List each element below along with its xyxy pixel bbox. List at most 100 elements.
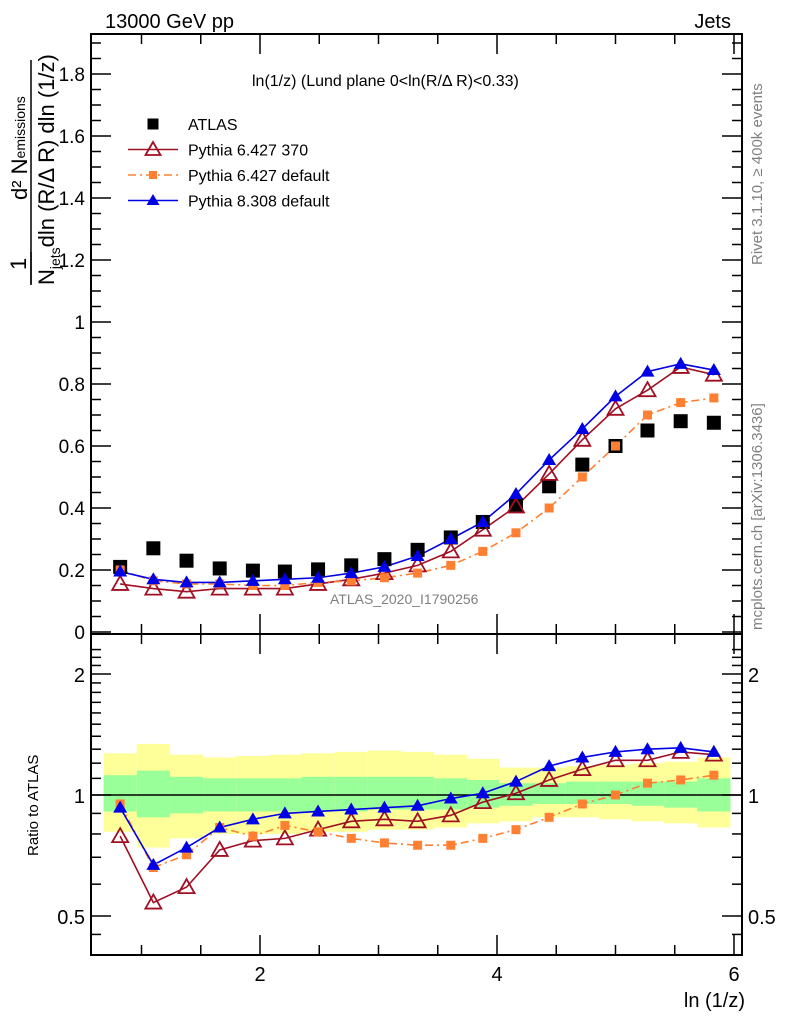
main-title: ln(1/z) (Lund plane 0<ln(R/Δ R)<0.33) [252, 73, 519, 90]
main-point-pythia-6-427-370 [473, 519, 493, 537]
ratio-point-pythia-8-308-default [245, 812, 260, 825]
main-point-atlas [277, 564, 292, 579]
main-point-atlas [575, 457, 590, 472]
ratio-point-pythia-8-308-default [212, 820, 227, 833]
ratio-point-pythia-6-427-default [642, 778, 652, 788]
uncertainty-band-inner [565, 781, 599, 804]
ratio-point-pythia-6-427-default [709, 770, 719, 780]
main-point-pythia-6-427-370 [143, 578, 163, 596]
ratio-point-pythia-8-308-default [706, 744, 721, 757]
main-point-atlas [377, 552, 392, 567]
ratio-point-pythia-6-427-default [313, 827, 323, 837]
main-point-atlas [640, 423, 655, 438]
main-point-pythia-8-308-default [443, 532, 458, 544]
main-point-pythia-6-427-370 [572, 429, 592, 447]
uncertainty-band-inner [532, 783, 566, 804]
main-point-pythia-8-308-default [410, 549, 425, 562]
main-point-pythia-8-308-default [344, 566, 359, 579]
main-point-pythia-6-427-370 [506, 496, 526, 514]
main-point-pythia-6-427-default [544, 503, 554, 513]
main-point-pythia-8-308-default [179, 575, 194, 588]
ratio-point-pythia-6-427-default [511, 825, 521, 835]
side-label-mcplots: mcplots.cern.ch [arXiv:1306.3436] [749, 403, 766, 630]
main-point-atlas [245, 563, 260, 578]
ratio-point-pythia-8-308-default [179, 840, 194, 853]
ratio-point-pythia-8-308-default [377, 800, 392, 813]
ratio-point-pythia-6-427-370 [374, 809, 394, 827]
x-axis-label: ln (1/z) [684, 990, 745, 1012]
ratio-point-pythia-6-427-default [676, 775, 686, 785]
main-point-pythia-8-308-default [542, 452, 557, 465]
legend-label: ATLAS [188, 117, 238, 134]
main-point-pythia-8-308-default [146, 572, 161, 585]
ratio-point-pythia-6-427-default [611, 790, 620, 800]
y-tick-label: 1 [74, 313, 85, 334]
main-point-pythia-6-427-default [511, 528, 521, 538]
main-point-pythia-8-308-default [706, 363, 721, 376]
ratio-point-pythia-6-427-default [478, 833, 488, 843]
y-tick-label: 0 [74, 623, 85, 644]
header-right: Jets [694, 11, 731, 33]
ratio-y-tick-label: 2 [74, 665, 85, 687]
main-point-atlas [212, 561, 227, 576]
y-tick-label: 0.2 [59, 561, 85, 582]
main-point-pythia-6-427-default [709, 393, 719, 403]
ratio-point-pythia-6-427-default [544, 812, 554, 822]
ratio-point-pythia-6-427-370 [110, 826, 130, 844]
main-point-atlas [706, 415, 721, 430]
ratio-point-pythia-8-308-default [508, 774, 523, 787]
ratio-point-pythia-8-308-default [673, 740, 688, 753]
main-point-pythia-6-427-default [611, 441, 620, 451]
main-point-pythia-8-308-default [640, 364, 655, 377]
legend-label: Pythia 6.427 370 [188, 143, 308, 160]
ratio-point-pythia-8-308-default [575, 750, 590, 763]
main-point-atlas [673, 414, 688, 429]
main-panel: 0 0.2 0.4 0.6 0.8 1 1.2 1.4 1.6 1.8 [59, 33, 743, 644]
main-point-atlas [179, 553, 194, 568]
legend-marker [149, 171, 157, 179]
side-label-rivet: Rivet 3.1.10, ≥ 400k events [749, 83, 766, 265]
main-point-pythia-6-427-370 [176, 581, 197, 599]
main-point-pythia-8-308-default [113, 564, 128, 577]
y-tick-label: 1.4 [59, 189, 86, 210]
uncertainty-band-inner [136, 770, 170, 818]
main-point-pythia-6-427-370 [605, 398, 626, 416]
main-point-pythia-8-308-default [377, 559, 392, 572]
main-point-pythia-6-427-370 [110, 574, 130, 591]
main-line-pythia-6-427-370 [120, 366, 715, 593]
ratio-panel: 2 4 6 0.5 0.5 1 1 2 2 [57, 633, 776, 986]
ratio-point-pythia-8-308-default [608, 744, 623, 757]
ratio-y-tick-label-right: 0.5 [748, 907, 776, 929]
main-point-pythia-8-308-default [608, 389, 623, 402]
main-point-pythia-8-308-default [245, 573, 260, 586]
legend-label: Pythia 6.427 default [188, 168, 330, 185]
y-tick-label: 0.8 [59, 375, 85, 396]
ratio-point-pythia-8-308-default [311, 804, 326, 817]
ratio-point-pythia-6-427-370 [210, 840, 230, 857]
legend-marker [143, 140, 163, 156]
main-point-pythia-6-427-default [478, 546, 488, 556]
ratio-point-pythia-6-427-default [379, 838, 389, 848]
legend-marker [147, 118, 159, 130]
y-tick-label: 1.6 [59, 127, 85, 148]
ratio-point-pythia-8-308-default [443, 791, 458, 804]
x-tick-label: 2 [254, 964, 265, 986]
main-point-pythia-8-308-default [575, 421, 590, 434]
ratio-point-pythia-6-427-default [280, 820, 290, 830]
ylabel-one: 1 [6, 258, 31, 270]
legend-label: Pythia 8.308 default [188, 194, 330, 211]
ylabel-numerator: d² Nemissions [7, 96, 32, 200]
header-left: 13000 GeV pp [105, 11, 234, 33]
watermark: ATLAS_2020_I1790256 [330, 591, 479, 607]
ratio-point-pythia-6-427-default [413, 840, 423, 850]
ratio-point-pythia-8-308-default [344, 802, 359, 815]
main-point-pythia-6-427-370 [441, 541, 461, 559]
main-point-pythia-8-308-default [475, 514, 490, 527]
y-tick-label: 0.6 [59, 437, 85, 458]
ratio-point-pythia-6-427-370 [408, 811, 428, 829]
main-point-atlas [542, 479, 557, 494]
ratio-point-pythia-8-308-default [640, 742, 655, 755]
ratio-point-pythia-6-427-default [446, 840, 456, 850]
main-point-pythia-6-427-default [280, 581, 290, 590]
ratio-y-tick-label-right: 1 [748, 786, 759, 808]
